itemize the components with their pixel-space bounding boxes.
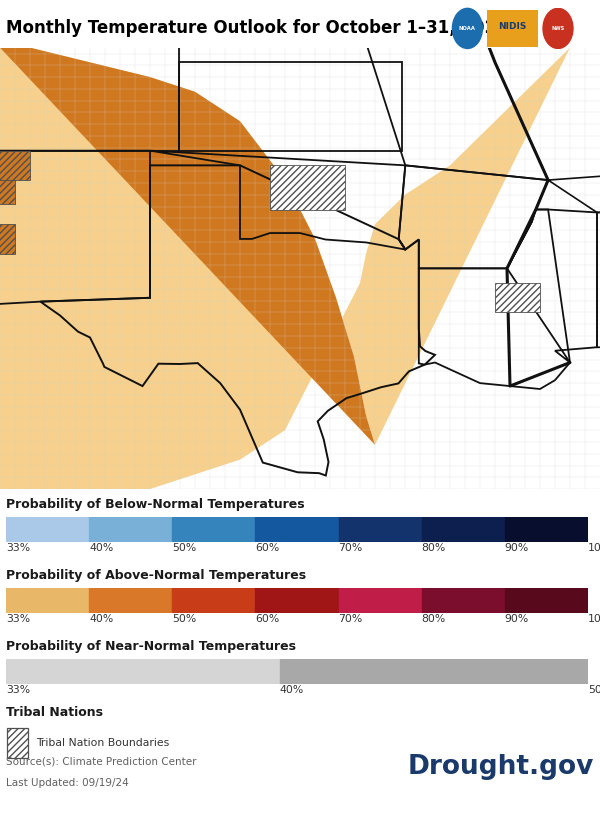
Text: 60%: 60%: [256, 614, 280, 624]
Text: Probability of Below-Normal Temperatures: Probability of Below-Normal Temperatures: [6, 497, 305, 511]
Circle shape: [452, 8, 482, 48]
Text: Drought.gov: Drought.gov: [407, 753, 594, 780]
Bar: [338, 588, 422, 613]
Bar: [6, 659, 280, 684]
Bar: [505, 588, 588, 613]
Text: Monthly Temperature Outlook for October 1–31, 2024: Monthly Temperature Outlook for October …: [6, 19, 508, 38]
Polygon shape: [0, 48, 570, 489]
Bar: [422, 517, 505, 542]
Polygon shape: [270, 166, 345, 210]
Text: 90%: 90%: [505, 543, 529, 553]
Text: Tribal Nation Boundaries: Tribal Nation Boundaries: [36, 738, 169, 748]
Polygon shape: [0, 150, 30, 180]
Text: 33%: 33%: [6, 543, 30, 553]
Text: 33%: 33%: [6, 686, 30, 695]
Text: 33%: 33%: [6, 614, 30, 624]
Text: 100%: 100%: [588, 543, 600, 553]
Text: Probability of Above-Normal Temperatures: Probability of Above-Normal Temperatures: [6, 568, 306, 582]
Bar: [256, 517, 338, 542]
Polygon shape: [0, 180, 15, 204]
Bar: [89, 588, 172, 613]
Text: 80%: 80%: [422, 614, 446, 624]
Text: 50%: 50%: [172, 543, 197, 553]
Polygon shape: [495, 283, 540, 313]
Text: 40%: 40%: [89, 614, 113, 624]
Bar: [338, 517, 422, 542]
Text: 80%: 80%: [422, 543, 446, 553]
Text: NIDIS: NIDIS: [499, 22, 527, 31]
Text: 100%: 100%: [588, 614, 600, 624]
Polygon shape: [0, 224, 15, 253]
Text: 70%: 70%: [338, 614, 363, 624]
Text: 90%: 90%: [505, 614, 529, 624]
Text: Last Updated: 09/19/24: Last Updated: 09/19/24: [6, 778, 129, 788]
Text: 40%: 40%: [89, 543, 113, 553]
Polygon shape: [0, 48, 375, 489]
Bar: [172, 517, 256, 542]
Text: 70%: 70%: [338, 543, 363, 553]
Bar: [6, 517, 89, 542]
Text: 40%: 40%: [280, 686, 304, 695]
Circle shape: [543, 8, 573, 48]
Bar: [422, 588, 505, 613]
Text: 50%: 50%: [588, 686, 600, 695]
Text: 60%: 60%: [256, 543, 280, 553]
Text: Tribal Nations: Tribal Nations: [6, 706, 103, 719]
Text: NWS: NWS: [551, 26, 565, 31]
Text: Probability of Near-Normal Temperatures: Probability of Near-Normal Temperatures: [6, 640, 296, 653]
Bar: [505, 517, 588, 542]
Bar: [7, 728, 28, 758]
Bar: [256, 588, 338, 613]
Bar: [6, 588, 89, 613]
Text: NOAA: NOAA: [459, 26, 476, 31]
Bar: [89, 517, 172, 542]
Bar: [280, 659, 588, 684]
Text: Source(s): Climate Prediction Center: Source(s): Climate Prediction Center: [6, 757, 197, 767]
Bar: [172, 588, 256, 613]
Text: 50%: 50%: [172, 614, 197, 624]
